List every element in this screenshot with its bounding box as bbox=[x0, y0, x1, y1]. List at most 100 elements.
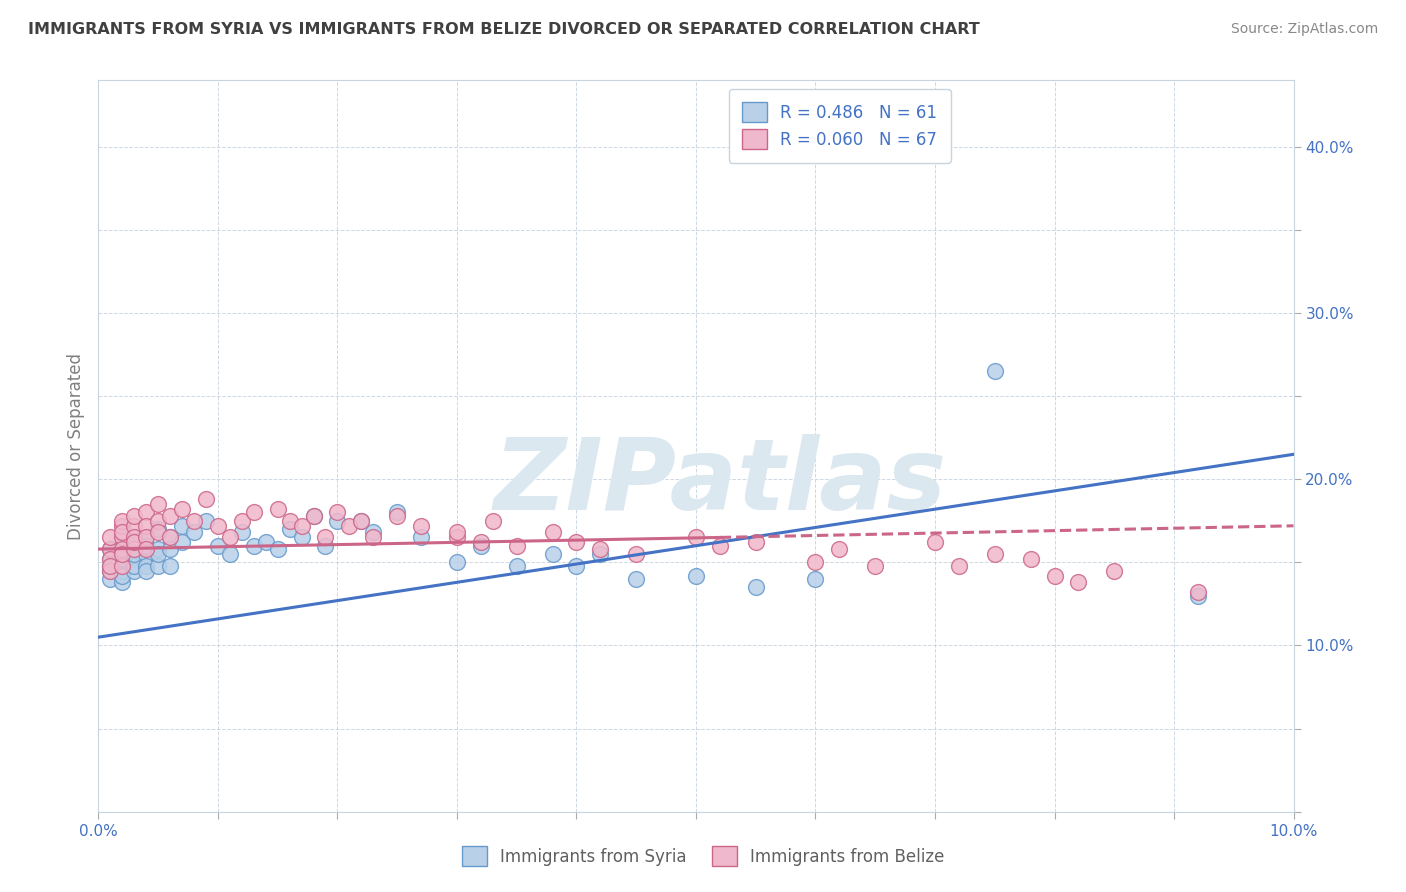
Point bbox=[1104, 564, 1126, 578]
Point bbox=[148, 514, 170, 528]
Point bbox=[172, 502, 194, 516]
Point bbox=[446, 525, 468, 540]
Point bbox=[624, 572, 647, 586]
Point bbox=[350, 514, 373, 528]
Point bbox=[363, 525, 385, 540]
Point bbox=[446, 555, 468, 569]
Legend: R = 0.486   N = 61, R = 0.060   N = 67: R = 0.486 N = 61, R = 0.060 N = 67 bbox=[728, 88, 950, 162]
Point bbox=[411, 518, 433, 533]
Point bbox=[290, 530, 312, 544]
Point bbox=[624, 547, 647, 561]
Point bbox=[148, 522, 170, 536]
Point bbox=[350, 514, 373, 528]
Point bbox=[124, 552, 146, 566]
Point bbox=[865, 558, 887, 573]
Point bbox=[339, 518, 360, 533]
Point bbox=[135, 558, 157, 573]
Point bbox=[828, 542, 851, 557]
Point bbox=[159, 530, 181, 544]
Point bbox=[315, 539, 337, 553]
Point bbox=[124, 518, 146, 533]
Point bbox=[98, 552, 122, 566]
Point bbox=[135, 506, 157, 520]
Point bbox=[924, 535, 946, 549]
Point bbox=[159, 508, 181, 523]
Point bbox=[589, 547, 612, 561]
Point bbox=[98, 542, 122, 557]
Point bbox=[135, 547, 157, 561]
Point bbox=[148, 542, 170, 557]
Point bbox=[148, 547, 170, 561]
Point bbox=[124, 547, 146, 561]
Point bbox=[98, 564, 122, 578]
Point bbox=[804, 572, 827, 586]
Point bbox=[506, 539, 529, 553]
Point bbox=[135, 518, 157, 533]
Point bbox=[135, 530, 157, 544]
Point bbox=[207, 518, 229, 533]
Point bbox=[135, 539, 157, 553]
Point bbox=[135, 530, 157, 544]
Point bbox=[1019, 552, 1042, 566]
Point bbox=[231, 514, 253, 528]
Point bbox=[1187, 585, 1209, 599]
Point bbox=[302, 508, 325, 523]
Point bbox=[148, 497, 170, 511]
Point bbox=[302, 508, 325, 523]
Point bbox=[326, 514, 349, 528]
Point bbox=[267, 502, 290, 516]
Point bbox=[481, 514, 505, 528]
Point bbox=[111, 575, 134, 590]
Point bbox=[159, 542, 181, 557]
Point bbox=[111, 568, 134, 582]
Point bbox=[148, 525, 170, 540]
Point bbox=[194, 514, 218, 528]
Point bbox=[183, 525, 205, 540]
Point bbox=[98, 558, 122, 573]
Point bbox=[243, 506, 266, 520]
Point bbox=[98, 552, 122, 566]
Point bbox=[98, 542, 122, 557]
Point bbox=[111, 539, 134, 553]
Point bbox=[506, 558, 529, 573]
Text: ZIPatlas: ZIPatlas bbox=[494, 434, 946, 531]
Point bbox=[219, 530, 242, 544]
Point bbox=[243, 539, 266, 553]
Point bbox=[983, 364, 1005, 378]
Point bbox=[541, 525, 564, 540]
Point bbox=[565, 558, 588, 573]
Point bbox=[111, 542, 134, 557]
Point bbox=[709, 539, 731, 553]
Point bbox=[124, 508, 146, 523]
Point bbox=[111, 518, 134, 533]
Text: IMMIGRANTS FROM SYRIA VS IMMIGRANTS FROM BELIZE DIVORCED OR SEPARATED CORRELATIO: IMMIGRANTS FROM SYRIA VS IMMIGRANTS FROM… bbox=[28, 22, 980, 37]
Point bbox=[290, 518, 312, 533]
Point bbox=[183, 514, 205, 528]
Point bbox=[804, 555, 827, 569]
Point bbox=[219, 547, 242, 561]
Point bbox=[159, 558, 181, 573]
Point bbox=[172, 535, 194, 549]
Point bbox=[111, 530, 134, 544]
Legend: Immigrants from Syria, Immigrants from Belize: Immigrants from Syria, Immigrants from B… bbox=[453, 838, 953, 875]
Point bbox=[983, 547, 1005, 561]
Point bbox=[470, 535, 492, 549]
Point bbox=[111, 564, 134, 578]
Point bbox=[111, 558, 134, 573]
Point bbox=[685, 568, 707, 582]
Point bbox=[278, 514, 301, 528]
Point bbox=[111, 547, 134, 561]
Point bbox=[98, 558, 122, 573]
Point bbox=[194, 492, 218, 507]
Point bbox=[124, 558, 146, 573]
Point bbox=[124, 535, 146, 549]
Point bbox=[159, 530, 181, 544]
Point bbox=[411, 530, 433, 544]
Point bbox=[124, 535, 146, 549]
Point bbox=[326, 506, 349, 520]
Point bbox=[98, 572, 122, 586]
Point bbox=[135, 564, 157, 578]
Point bbox=[470, 539, 492, 553]
Text: Source: ZipAtlas.com: Source: ZipAtlas.com bbox=[1230, 22, 1378, 37]
Point bbox=[98, 564, 122, 578]
